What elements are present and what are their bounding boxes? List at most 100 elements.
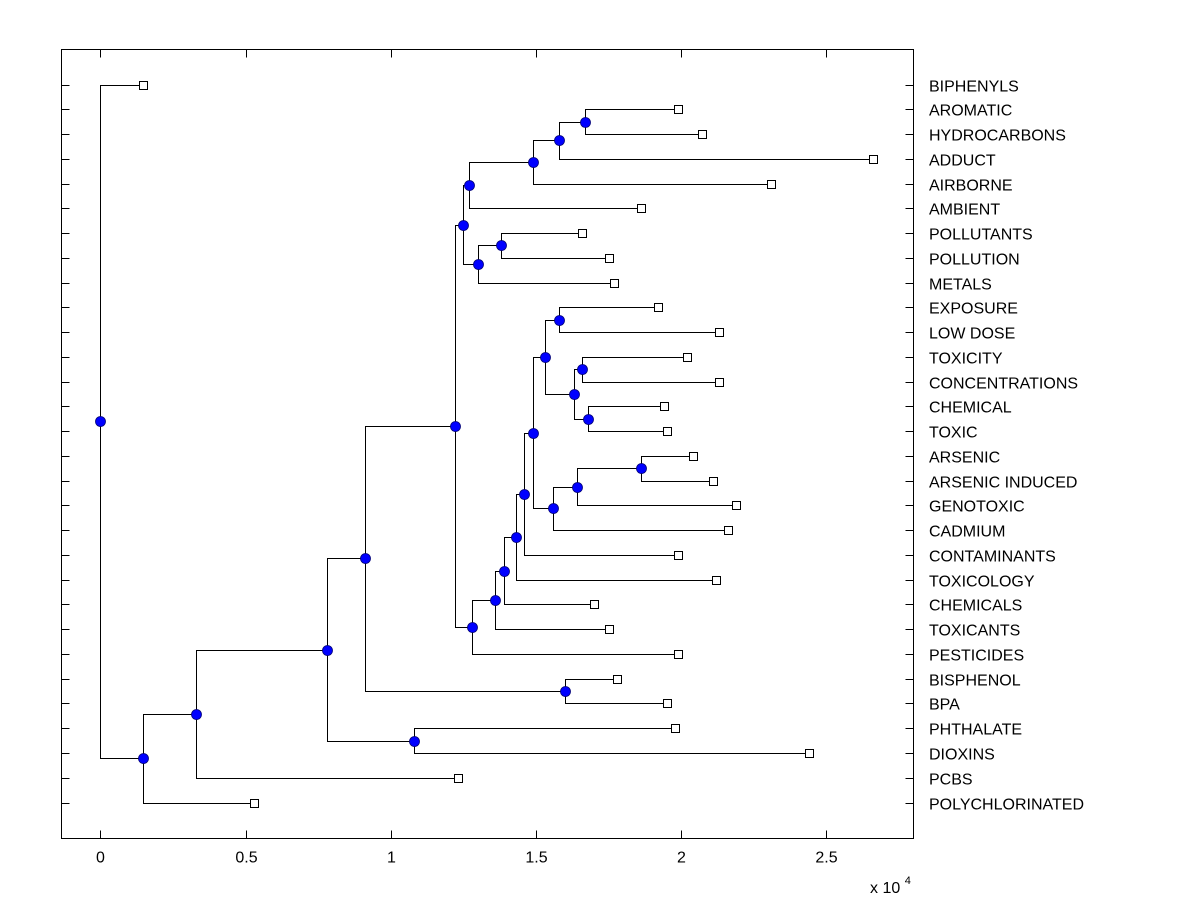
branch-line [545,320,560,358]
node-marker [322,645,333,656]
branch-line [533,162,772,185]
node-marker [636,463,647,474]
leaf-label: ADDUCT [929,153,996,170]
leaf-label: GENOTOXIC [929,499,1025,516]
leaf-marker [709,477,718,486]
leaf-label: PESTICIDES [929,648,1024,665]
leaf-label: METALS [929,277,992,294]
leaf-label: LOW DOSE [929,326,1015,343]
branch-line [565,691,668,704]
leaf-marker [613,675,622,684]
branch-line [472,600,496,628]
branch-line [414,741,810,754]
x-axis: 0 0.5 1 1.5 2 2.5 [96,49,838,867]
node-marker [360,553,371,564]
node-marker [490,595,501,606]
node-marker [499,566,510,577]
leaf-label: POLLUTION [929,252,1020,269]
leaf-label: PHTHALATE [929,722,1022,739]
x-tick-label: 0.5 [235,850,257,867]
leaf-marker [805,749,814,758]
node-marker [450,421,461,432]
node-marker [519,489,530,500]
x-tick-label: 2 [677,850,686,867]
leaf-marker [732,501,741,510]
leaf-label: TOXIC [929,425,978,442]
node-marker [554,315,565,326]
leaf-marker [578,229,587,238]
branch-line [455,225,464,427]
leaf-markers [139,81,878,808]
x-tick-label: 1 [387,850,396,867]
node-marker [138,753,149,764]
branch-line [365,426,456,559]
branch-line [577,487,737,506]
branch-line [516,537,717,581]
leaf-marker [715,328,724,337]
branch-line [478,264,615,284]
node-marker [528,157,539,168]
branch-line [559,122,586,141]
branch-line [641,468,714,482]
branch-line [559,307,659,321]
branch-line [585,109,679,123]
leaf-label: BPA [929,697,960,714]
leaf-marker [698,130,707,139]
leaf-label: EXPOSURE [929,301,1018,318]
node-marker [191,709,202,720]
leaf-label: HYDROCARBONS [929,128,1066,145]
leaf-marker [674,105,683,114]
leaf-marker [139,81,148,90]
leaf-label: CHEMICALS [929,598,1022,615]
branch-line [553,508,729,531]
branch-line [478,245,502,265]
branch-line [582,369,720,383]
branch-line [463,225,479,265]
leaf-label: BISPHENOL [929,673,1021,690]
node-marker [580,117,591,128]
leaf-marker [610,279,619,288]
leaf-marker [590,600,599,609]
x-tick-label: 2.5 [815,850,837,867]
node-marker [528,428,539,439]
branch-line [472,627,679,655]
leaf-label: AIRBORNE [929,178,1013,195]
branch-line [327,558,366,651]
y-axis-ticks [61,85,914,804]
x-multiplier-label: x 10 4 [870,875,911,897]
branch-line [414,728,676,742]
branch-line [565,679,618,692]
leaf-marker [660,402,669,411]
branch-line [559,320,720,333]
leaf-label: TOXICITY [929,351,1003,368]
branch-line [100,85,144,422]
branch-line [582,357,688,370]
branch-line [100,421,144,759]
node-markers [95,117,647,764]
leaf-marker [712,576,721,585]
leaf-label: CADMIUM [929,524,1005,541]
node-marker [464,180,475,191]
leaf-marker [605,254,614,263]
branch-line [504,571,595,605]
node-marker [560,686,571,697]
x-multiplier-base: x 10 [870,880,900,897]
leaf-label: CONTAMINANTS [929,549,1056,566]
branch-line [196,650,328,715]
branch-line [495,600,610,630]
node-marker [496,240,507,251]
node-marker [511,532,522,543]
branch-line [504,537,517,572]
leaf-marker [724,526,733,535]
branch-line [143,758,255,804]
leaf-marker [637,204,646,213]
leaf-label: TOXICANTS [929,623,1020,640]
branch-line [533,357,546,434]
leaf-marker [671,724,680,733]
branch-line [455,426,473,628]
branch-line [501,245,610,259]
leaf-marker [663,699,672,708]
node-marker [95,416,106,427]
leaf-label: CHEMICAL [929,400,1012,417]
branch-line [641,456,694,469]
